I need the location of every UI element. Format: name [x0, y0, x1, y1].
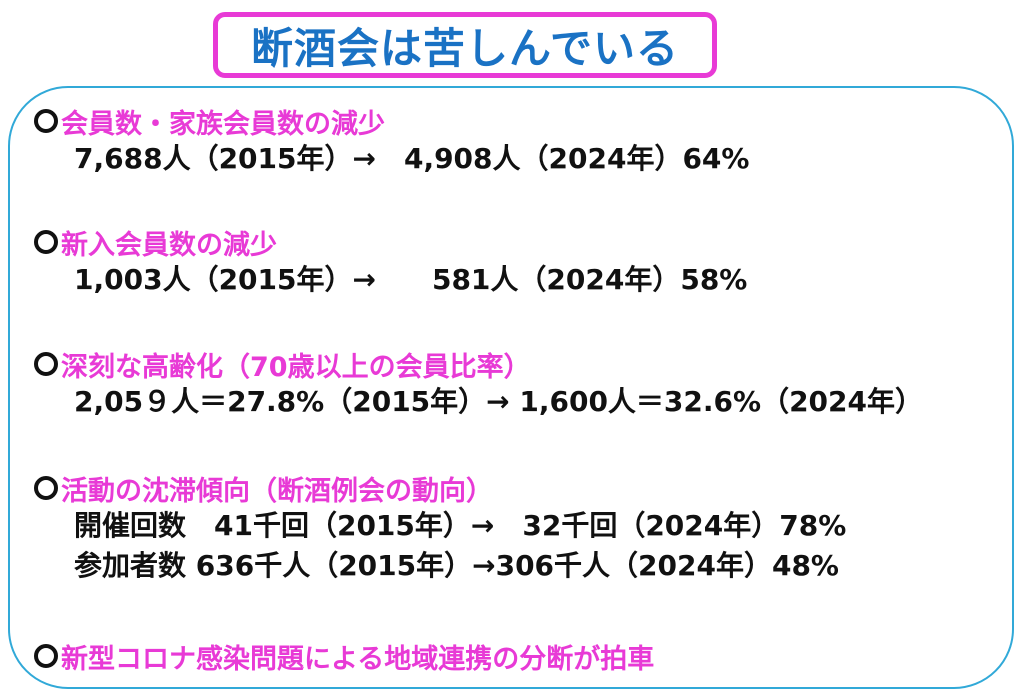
- title-box: 断酒会は苦しんでいる: [213, 12, 717, 78]
- section-new-member-decline: 新入会員数の減少 1,003人（2015年）→ 581人（2024年）58%: [34, 224, 747, 300]
- section-heading-row: 深刻な高齢化（70歳以上の会員比率）: [34, 346, 923, 383]
- detail-line: 2,05９人＝27.8%（2015年）→ 1,600人＝32.6%（2024年）: [74, 385, 923, 418]
- section-aging: 深刻な高齢化（70歳以上の会員比率） 2,05９人＝27.8%（2015年）→ …: [34, 346, 923, 422]
- detail-line: 開催回数 41千回（2015年）→ 32千回（2024年）78%: [74, 509, 847, 542]
- circle-bullet-icon: [34, 230, 58, 254]
- section-heading-row: 会員数・家族会員数の減少: [34, 103, 749, 140]
- circle-bullet-icon: [34, 476, 58, 500]
- circle-bullet-icon: [34, 352, 58, 376]
- section-member-decline: 会員数・家族会員数の減少 7,688人（2015年）→ 4,908人（2024年…: [34, 103, 749, 179]
- section-heading: 新入会員数の減少: [61, 229, 277, 261]
- detail-line: 参加者数 636千人（2015年）→306千人（2024年）48%: [74, 549, 839, 582]
- page-title: 断酒会は苦しんでいる: [251, 23, 679, 73]
- section-activity-stagnation: 活動の沈滞傾向（断酒例会の動向） 開催回数 41千回（2015年）→ 32千回（…: [34, 470, 846, 586]
- section-covid-impact: 新型コロナ感染問題による地域連携の分断が拍車: [34, 638, 655, 675]
- content-frame: [8, 86, 1014, 689]
- section-heading-row: 活動の沈滞傾向（断酒例会の動向）: [34, 470, 846, 507]
- section-heading: 新型コロナ感染問題による地域連携の分断が拍車: [61, 643, 655, 675]
- section-heading-row: 新型コロナ感染問題による地域連携の分断が拍車: [34, 638, 655, 675]
- section-heading: 会員数・家族会員数の減少: [61, 108, 385, 140]
- section-heading-row: 新入会員数の減少: [34, 224, 747, 261]
- circle-bullet-icon: [34, 644, 58, 668]
- detail-line: 7,688人（2015年）→ 4,908人（2024年）64%: [74, 142, 750, 175]
- circle-bullet-icon: [34, 109, 58, 133]
- detail-line: 1,003人（2015年）→ 581人（2024年）58%: [74, 263, 748, 296]
- section-heading: 活動の沈滞傾向（断酒例会の動向）: [61, 475, 493, 507]
- section-heading: 深刻な高齢化（70歳以上の会員比率）: [61, 351, 531, 383]
